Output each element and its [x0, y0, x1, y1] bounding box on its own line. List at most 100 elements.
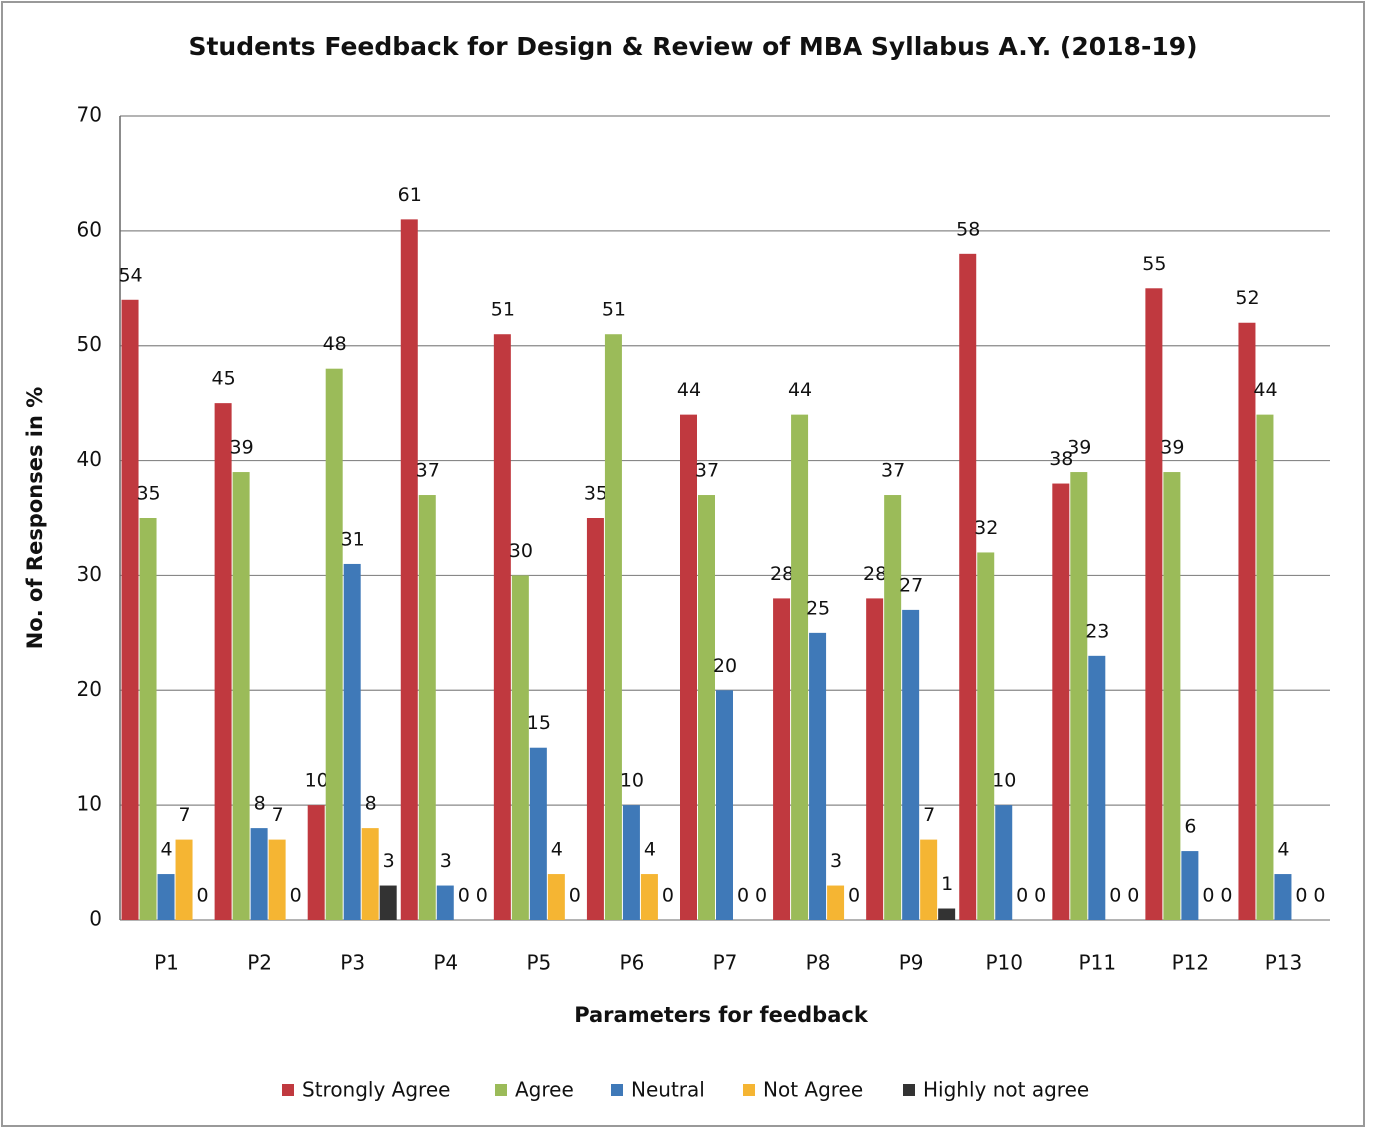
x-tick-label: P13 — [1265, 951, 1303, 975]
data-label: 8 — [365, 793, 377, 815]
data-label: 30 — [509, 540, 533, 562]
data-label: 54 — [118, 264, 142, 286]
data-label: 25 — [806, 597, 830, 619]
bar — [938, 908, 956, 920]
data-label: 0 — [737, 885, 749, 907]
data-label: 37 — [695, 460, 719, 482]
bar — [529, 747, 547, 920]
data-label: 4 — [644, 839, 656, 861]
bar — [307, 805, 325, 920]
bar — [1181, 851, 1199, 920]
bar — [1274, 874, 1292, 920]
x-tick-label: P3 — [340, 951, 365, 975]
data-label: 4 — [551, 839, 563, 861]
bar — [586, 518, 604, 920]
data-label: 10 — [305, 770, 329, 792]
data-label: 4 — [1277, 839, 1289, 861]
x-tick-label: P7 — [713, 951, 738, 975]
data-label: 37 — [881, 460, 905, 482]
data-label: 55 — [1142, 253, 1166, 275]
data-label: 7 — [923, 804, 935, 826]
data-label: 7 — [272, 804, 284, 826]
bar — [716, 690, 733, 920]
data-label: 52 — [1235, 287, 1259, 309]
legend-swatch — [282, 1084, 294, 1096]
bar — [622, 805, 640, 920]
data-label: 61 — [398, 184, 422, 206]
data-label: 35 — [136, 483, 160, 505]
bar — [809, 632, 827, 920]
bar — [400, 219, 418, 920]
data-label: 10 — [992, 770, 1016, 792]
data-label: 39 — [1067, 437, 1091, 459]
x-tick-label: P8 — [806, 951, 831, 975]
bar — [547, 874, 565, 920]
legend-label: Agree — [515, 1078, 574, 1102]
data-label: 10 — [620, 770, 644, 792]
data-label: 39 — [230, 437, 254, 459]
bar — [232, 472, 250, 920]
legend-swatch — [903, 1084, 915, 1096]
data-label: 28 — [770, 563, 794, 585]
data-label: 3 — [830, 850, 842, 872]
data-label: 0 — [1127, 885, 1139, 907]
bar — [493, 334, 511, 920]
data-label: 7 — [178, 804, 190, 826]
data-label: 44 — [677, 379, 701, 401]
bar — [1238, 322, 1256, 920]
bar — [379, 885, 397, 920]
data-label: 0 — [848, 885, 860, 907]
bar — [361, 828, 379, 920]
x-axis-title: Parameters for feedback — [574, 1003, 869, 1027]
data-label: 4 — [160, 839, 172, 861]
bar — [436, 885, 454, 920]
y-tick-label: 70 — [77, 103, 102, 127]
bar — [1052, 483, 1070, 920]
bar — [773, 598, 791, 920]
bar — [1145, 288, 1163, 920]
data-label: 23 — [1085, 620, 1109, 642]
data-label: 58 — [956, 218, 980, 240]
bar — [214, 403, 232, 921]
data-label: 32 — [974, 517, 998, 539]
x-tick-label: P2 — [247, 951, 272, 975]
bar — [995, 805, 1013, 920]
data-label: 0 — [1016, 885, 1028, 907]
bar — [157, 874, 175, 920]
bar — [604, 334, 622, 920]
bar — [1256, 414, 1274, 920]
data-label: 39 — [1160, 437, 1184, 459]
legend-label: Strongly Agree — [302, 1078, 450, 1102]
legend-label: Not Agree — [763, 1078, 863, 1102]
bar — [250, 828, 268, 920]
data-label: 0 — [755, 885, 767, 907]
data-label: 0 — [569, 885, 581, 907]
data-label: 31 — [341, 528, 365, 550]
bar — [175, 839, 193, 920]
data-label: 28 — [863, 563, 887, 585]
data-label: 51 — [491, 299, 515, 321]
data-label: 0 — [1202, 885, 1214, 907]
data-label: 27 — [899, 574, 923, 596]
chart-title: Students Feedback for Design & Review of… — [188, 32, 1197, 61]
data-label: 0 — [1109, 885, 1121, 907]
y-tick-label: 10 — [77, 792, 102, 816]
data-label: 0 — [1313, 885, 1325, 907]
data-label: 0 — [1034, 885, 1046, 907]
y-tick-label: 50 — [77, 332, 102, 356]
bar — [827, 885, 845, 920]
y-tick-label: 0 — [89, 907, 102, 931]
bar — [866, 598, 884, 920]
legend-swatch — [611, 1084, 623, 1096]
y-tick-label: 20 — [77, 677, 102, 701]
data-label: 0 — [662, 885, 674, 907]
bar — [920, 839, 938, 920]
bar — [268, 839, 286, 920]
x-tick-label: P1 — [154, 951, 179, 975]
y-tick-label: 40 — [77, 447, 102, 471]
data-label: 37 — [416, 460, 440, 482]
data-label: 44 — [788, 379, 812, 401]
data-label: 6 — [1184, 816, 1196, 838]
bar — [959, 253, 977, 921]
